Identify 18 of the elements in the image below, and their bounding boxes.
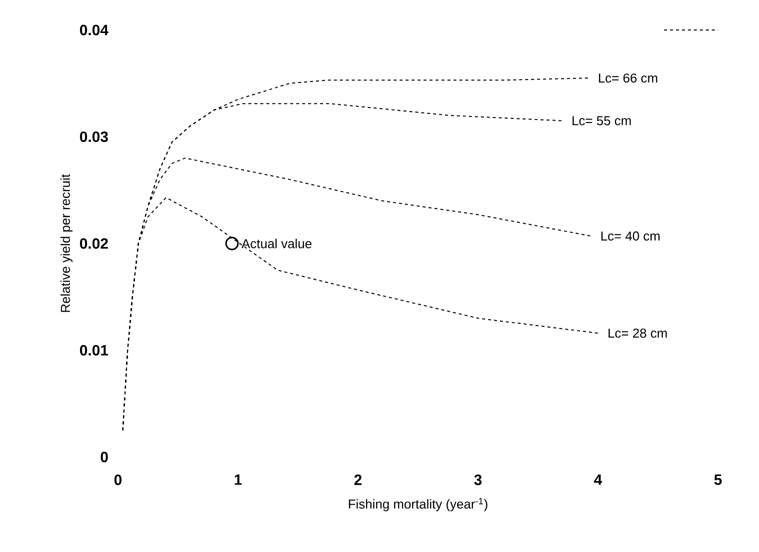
x-tick-label: 5 [714, 474, 722, 485]
y-axis-title: Relative yield per recruit [60, 174, 73, 312]
series-label: Lc= 28 cm [608, 328, 667, 338]
y-tick-label: 0.02 [80, 238, 108, 249]
series-label: Lc= 66 cm [598, 73, 658, 83]
x-tick-label: 1 [234, 474, 242, 485]
y-tick-label: 0.03 [80, 131, 108, 142]
x-tick-label: 3 [474, 474, 482, 486]
series-label: Lc= 40 cm [601, 231, 660, 241]
x-tick-label: 2 [354, 474, 362, 485]
y-tick-label: 0.01 [80, 344, 108, 356]
annotation: Actual value [242, 238, 312, 248]
x-tick-label: 4 [594, 474, 602, 485]
series-label: Lc= 55 cm [572, 116, 631, 126]
y-tick-label: 0 [100, 452, 108, 462]
x-axis-title: Fishing mortality (year$^{-1}$) [348, 498, 488, 512]
y-tick-label: 0.04 [80, 24, 108, 36]
x-tick-label: 0 [114, 474, 122, 486]
